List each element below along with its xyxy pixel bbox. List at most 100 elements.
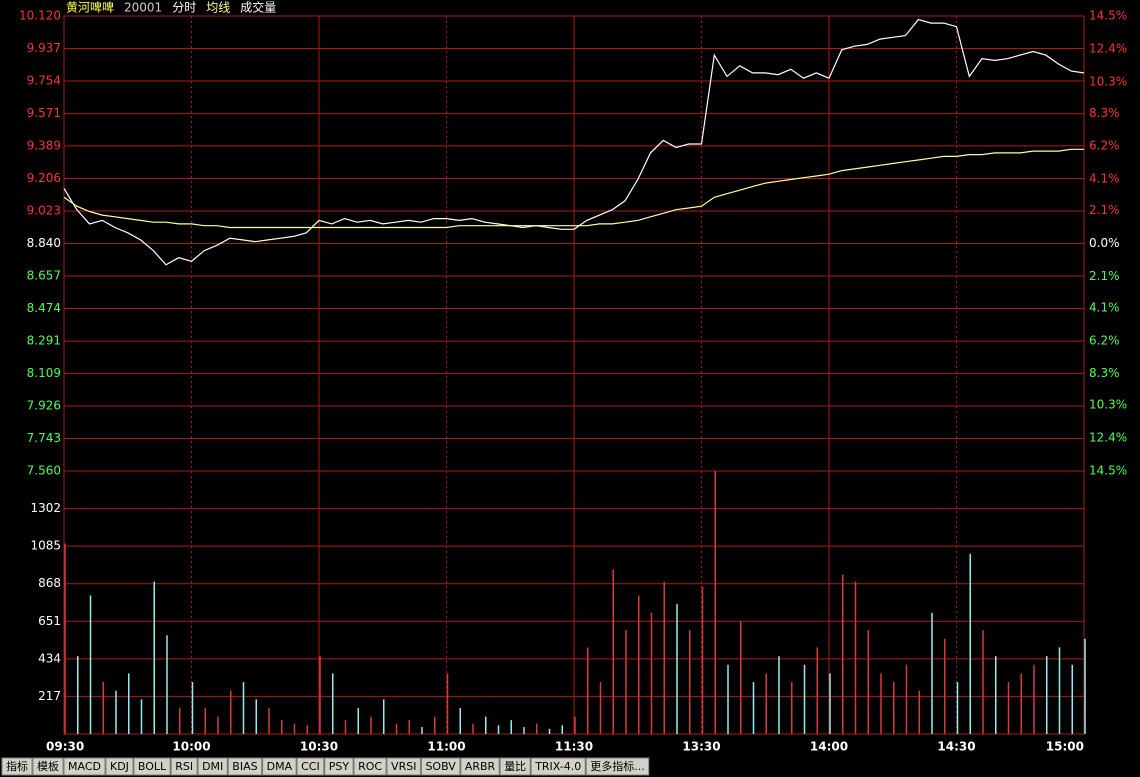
x-tick-label: 14:30 <box>937 740 975 754</box>
button-label: 量比 <box>504 760 526 773</box>
button-bg <box>63 757 106 776</box>
toolbar-button[interactable]: 量比 <box>499 757 531 776</box>
button-label: TRIX-4.0 <box>534 760 581 773</box>
x-tick-label: 11:00 <box>427 740 465 754</box>
stock-code: 20001 <box>124 1 162 15</box>
button-label: DMA <box>267 760 293 773</box>
button-bg <box>170 757 198 776</box>
y-tick-label: 9.571 <box>27 106 61 120</box>
button-bg <box>227 757 263 776</box>
y-tick-label: 9.023 <box>27 203 61 217</box>
price-line <box>63 18 1085 266</box>
toolbar-button[interactable]: ARBR <box>460 757 500 776</box>
y2-tick-label: 6.2% <box>1089 333 1120 347</box>
x-tick-label: 10:00 <box>172 740 210 754</box>
y-tick-label: 434 <box>38 651 61 665</box>
x-tick-label: 11:30 <box>555 740 593 754</box>
toolbar-button[interactable]: MACD <box>63 757 106 776</box>
button-bg <box>585 757 650 776</box>
toolbar-button[interactable]: VRSI <box>386 757 421 776</box>
y-tick-label: 868 <box>38 576 61 590</box>
y-tick-label: 8.474 <box>27 301 61 315</box>
toolbar-button[interactable]: DMA <box>262 757 297 776</box>
toolbar-button[interactable]: CCI <box>296 757 325 776</box>
price-line <box>63 148 1084 229</box>
stock-name: 黄河啤啤 <box>66 0 114 15</box>
legend-entry: 分时 <box>172 1 196 15</box>
button-label: ROC <box>358 760 382 773</box>
legend-entry: 成交量 <box>240 0 276 15</box>
toolbar-button[interactable]: 模板 <box>32 757 64 776</box>
button-bg <box>460 757 500 776</box>
button-bg <box>386 757 421 776</box>
button-bg <box>353 757 387 776</box>
button-bg <box>32 757 64 776</box>
toolbar-button[interactable]: TRIX-4.0 <box>530 757 586 776</box>
button-label: ARBR <box>465 760 496 773</box>
y2-tick-label: 4.1% <box>1089 172 1120 186</box>
y-tick-label: 9.206 <box>27 171 61 185</box>
y2-tick-label: 14.5% <box>1089 9 1127 23</box>
y-tick-label: 651 <box>38 614 61 628</box>
button-label: DMI <box>202 760 223 773</box>
toolbar-button[interactable]: PSY <box>324 757 354 776</box>
y-tick-label: 8.840 <box>27 236 61 250</box>
button-bg <box>197 757 228 776</box>
x-tick-label: 13:30 <box>682 740 720 754</box>
button-bg <box>324 757 354 776</box>
y2-tick-label: 12.4% <box>1089 431 1127 445</box>
toolbar-button[interactable]: ROC <box>353 757 387 776</box>
toolbar-button[interactable]: RSI <box>170 757 198 776</box>
y2-tick-label: 8.3% <box>1089 106 1120 120</box>
button-label: VRSI <box>391 760 416 773</box>
button-bg <box>262 757 297 776</box>
button-bg <box>133 757 171 776</box>
button-label: BIAS <box>232 760 257 773</box>
y-tick-label: 8.109 <box>27 366 61 380</box>
button-label: PSY <box>329 760 350 773</box>
y-tick-label: 1302 <box>30 501 61 515</box>
x-tick-label: 10:30 <box>300 740 338 754</box>
y-tick-label: 217 <box>38 689 61 703</box>
button-bg <box>420 757 461 776</box>
y-tick-label: 7.743 <box>27 431 61 445</box>
y2-tick-label: 8.3% <box>1089 366 1120 380</box>
button-label: KDJ <box>110 760 129 773</box>
toolbar-button[interactable]: BOLL <box>133 757 171 776</box>
button-label: SOBV <box>425 760 456 773</box>
y-tick-label: 9.937 <box>27 41 61 55</box>
y-tick-label: 8.291 <box>27 334 61 348</box>
y2-tick-label: 2.1% <box>1089 203 1120 217</box>
button-label: 模板 <box>37 759 59 773</box>
button-bg <box>105 757 134 776</box>
y2-tick-label: 0.0% <box>1089 236 1120 250</box>
y-tick-label: 7.560 <box>27 464 61 478</box>
button-bg <box>296 757 325 776</box>
y-tick-label: 7.926 <box>27 398 61 412</box>
y2-tick-label: 14.5% <box>1089 464 1127 478</box>
toolbar-button[interactable]: BIAS <box>227 757 263 776</box>
y-tick-label: 8.657 <box>27 269 61 283</box>
y-tick-label: 9.754 <box>27 74 61 88</box>
y-tick-label: 9.389 <box>27 138 61 152</box>
button-bg <box>499 757 531 776</box>
y2-tick-label: 2.1% <box>1089 269 1120 283</box>
x-tick-label: 09:30 <box>46 740 84 754</box>
button-label: BOLL <box>138 760 167 773</box>
toolbar-button[interactable]: KDJ <box>105 757 134 776</box>
button-label: RSI <box>175 760 193 773</box>
y2-tick-label: 4.1% <box>1089 300 1120 314</box>
toolbar-button[interactable]: SOBV <box>420 757 461 776</box>
toolbar-button[interactable]: 指标 <box>1 757 33 776</box>
button-bg <box>1 757 33 776</box>
y2-tick-label: 6.2% <box>1089 139 1120 153</box>
y2-tick-label: 10.3% <box>1089 398 1127 412</box>
button-bg <box>530 757 586 776</box>
button-label: 指标 <box>6 759 28 773</box>
toolbar-button[interactable]: DMI <box>197 757 228 776</box>
toolbar-button[interactable]: 更多指标... <box>585 757 650 776</box>
y2-tick-label: 12.4% <box>1089 41 1127 55</box>
button-label: CCI <box>301 760 320 773</box>
